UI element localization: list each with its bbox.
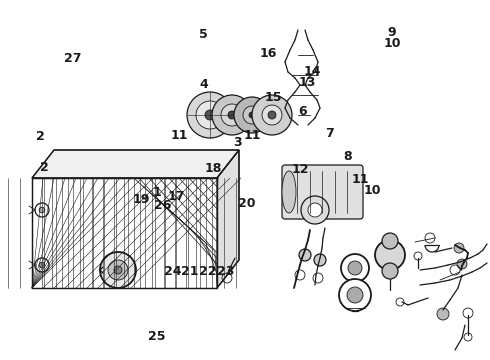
Circle shape: [249, 112, 255, 118]
Circle shape: [243, 106, 261, 124]
Circle shape: [108, 260, 128, 280]
Circle shape: [262, 105, 282, 125]
Circle shape: [301, 196, 329, 224]
Circle shape: [382, 233, 398, 249]
Circle shape: [35, 258, 49, 272]
Circle shape: [234, 97, 270, 133]
Text: 17: 17: [168, 190, 185, 203]
Circle shape: [196, 101, 224, 129]
Text: 3: 3: [233, 136, 242, 149]
Text: 11: 11: [244, 129, 261, 141]
Circle shape: [221, 104, 243, 126]
FancyBboxPatch shape: [282, 165, 363, 219]
Circle shape: [228, 111, 236, 119]
Text: 20: 20: [238, 197, 255, 210]
Text: 2: 2: [36, 130, 45, 143]
Circle shape: [347, 287, 363, 303]
Text: 2: 2: [40, 161, 49, 174]
Text: 24: 24: [164, 265, 182, 278]
Text: 7: 7: [325, 127, 334, 140]
Circle shape: [187, 92, 233, 138]
Circle shape: [35, 203, 49, 217]
Ellipse shape: [282, 171, 296, 213]
Text: 21: 21: [181, 265, 199, 278]
Text: 12: 12: [292, 163, 309, 176]
Text: 11: 11: [170, 129, 188, 141]
Polygon shape: [217, 150, 239, 288]
Circle shape: [114, 266, 122, 274]
Text: 5: 5: [199, 28, 208, 41]
Text: 8: 8: [343, 150, 352, 163]
Text: 9: 9: [388, 26, 396, 39]
Circle shape: [382, 263, 398, 279]
Text: 19: 19: [132, 193, 150, 206]
Circle shape: [268, 111, 276, 119]
Circle shape: [39, 207, 45, 213]
Text: 4: 4: [199, 78, 208, 91]
Circle shape: [308, 203, 322, 217]
Circle shape: [437, 308, 449, 320]
Circle shape: [252, 95, 292, 135]
Text: 13: 13: [299, 76, 317, 89]
Text: 23: 23: [217, 265, 234, 278]
Circle shape: [348, 261, 362, 275]
Text: 22: 22: [198, 265, 216, 278]
Text: 10: 10: [364, 184, 381, 197]
Circle shape: [314, 254, 326, 266]
Text: 6: 6: [298, 105, 307, 118]
Circle shape: [100, 252, 136, 288]
Circle shape: [457, 259, 467, 269]
Text: 1: 1: [152, 186, 161, 199]
Text: 27: 27: [64, 52, 81, 65]
Circle shape: [375, 240, 405, 270]
Circle shape: [454, 243, 464, 253]
Circle shape: [339, 279, 371, 311]
Circle shape: [39, 262, 45, 268]
Polygon shape: [32, 150, 239, 178]
Text: 11: 11: [351, 173, 369, 186]
Text: 15: 15: [265, 91, 282, 104]
Circle shape: [212, 95, 252, 135]
Circle shape: [341, 254, 369, 282]
Text: 18: 18: [204, 162, 222, 175]
Text: 14: 14: [304, 65, 321, 78]
Text: 25: 25: [148, 330, 166, 343]
Text: 10: 10: [383, 37, 401, 50]
Polygon shape: [32, 178, 217, 288]
Circle shape: [205, 110, 215, 120]
Circle shape: [299, 249, 311, 261]
Text: 26: 26: [154, 199, 172, 212]
Text: 16: 16: [260, 47, 277, 60]
